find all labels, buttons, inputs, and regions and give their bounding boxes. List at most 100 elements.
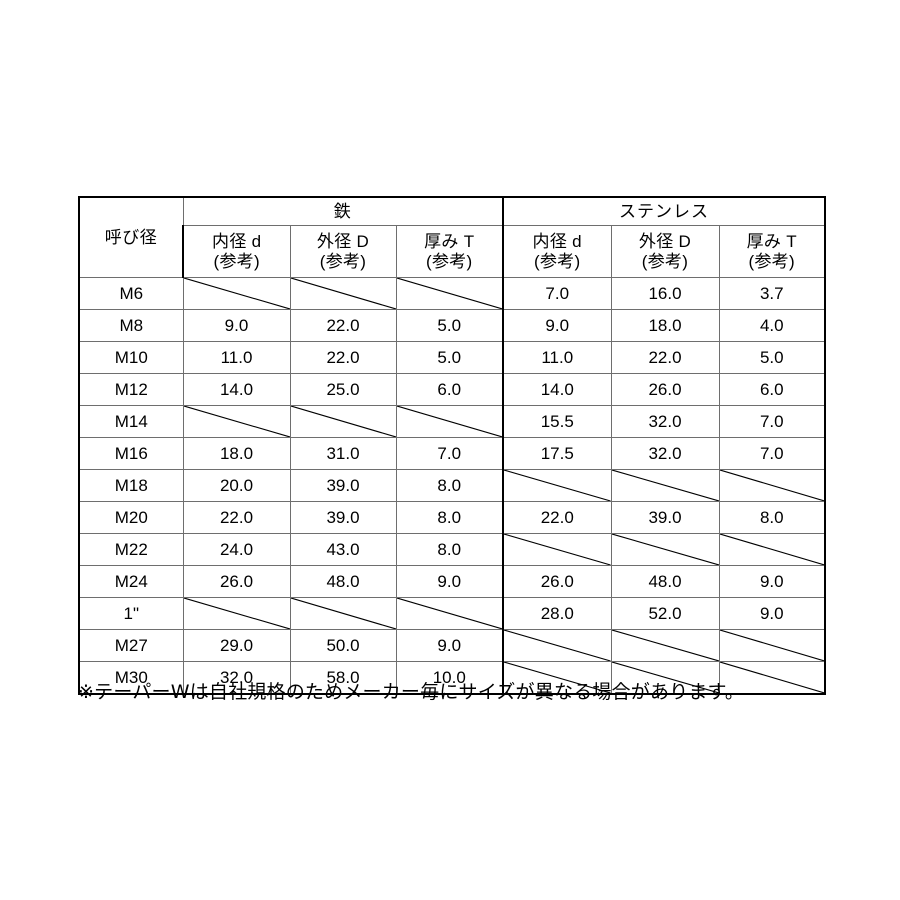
table-row: M14 15.5 32.0 7.0 bbox=[78, 405, 827, 438]
header-label-line2: (参考) bbox=[213, 251, 261, 271]
cell-value: 43.0 bbox=[289, 533, 397, 566]
cell-empty-diagonal bbox=[502, 533, 612, 566]
cell-value: 28.0 bbox=[502, 597, 612, 630]
spec-table-container: 呼び径 鉄 ステンレス 内径 d (参考) 外径 D (参考) 厚み T bbox=[78, 196, 827, 695]
header-label-line1: 外径 D bbox=[316, 232, 370, 252]
cell-empty-diagonal bbox=[502, 469, 612, 502]
row-size-label: M20 bbox=[78, 501, 184, 534]
cell-value: 15.5 bbox=[502, 405, 612, 438]
cell-value: 9.0 bbox=[395, 565, 504, 598]
header-group-iron: 鉄 bbox=[182, 196, 504, 226]
diagonal-strike-icon bbox=[720, 470, 825, 501]
cell-value: 32.0 bbox=[610, 405, 720, 438]
cell-value: 14.0 bbox=[182, 373, 291, 406]
header-label-line1: 外径 D bbox=[638, 232, 692, 252]
header-label-line2: (参考) bbox=[748, 251, 796, 271]
table-row: M24 26.0 48.0 9.0 26.0 48.0 9.0 bbox=[78, 565, 827, 598]
cell-empty-diagonal bbox=[610, 661, 720, 695]
cell-value: 29.0 bbox=[182, 629, 291, 662]
cell-value: 5.0 bbox=[395, 341, 504, 374]
cell-empty-diagonal bbox=[395, 277, 504, 310]
cell-value: 16.0 bbox=[610, 277, 720, 310]
diagonal-strike-icon bbox=[612, 534, 719, 565]
cell-value: 3.7 bbox=[718, 277, 827, 310]
row-size-label: M22 bbox=[78, 533, 184, 566]
cell-value: 18.0 bbox=[182, 437, 291, 470]
cell-value: 7.0 bbox=[718, 405, 827, 438]
cell-value: 8.0 bbox=[395, 501, 504, 534]
diagonal-strike-icon bbox=[184, 598, 290, 629]
table-row: M18 20.0 39.0 8.0 bbox=[78, 469, 827, 502]
row-size-label: M27 bbox=[78, 629, 184, 662]
cell-value: 8.0 bbox=[395, 533, 504, 566]
diagonal-strike-icon bbox=[291, 598, 396, 629]
header-label-line1: 厚み T bbox=[424, 232, 475, 252]
diagonal-strike-icon bbox=[504, 630, 611, 661]
diagonal-strike-icon bbox=[291, 278, 396, 309]
cell-value: 17.5 bbox=[502, 437, 612, 470]
header-stainless-thickness: 厚み T (参考) bbox=[718, 225, 827, 278]
cell-value: 6.0 bbox=[718, 373, 827, 406]
cell-value: 24.0 bbox=[182, 533, 291, 566]
cell-value: 9.0 bbox=[718, 565, 827, 598]
cell-value: 4.0 bbox=[718, 309, 827, 342]
table-row: M16 18.0 31.0 7.0 17.5 32.0 7.0 bbox=[78, 437, 827, 470]
cell-empty-diagonal bbox=[182, 277, 291, 310]
cell-value: 10.0 bbox=[395, 661, 504, 695]
table-body: M6 7.0 16.0 3.7 M8 9.0 22.0 5.0 9.0 18.0 4.0 M10 11.… bbox=[78, 277, 827, 695]
cell-value: 22.0 bbox=[182, 501, 291, 534]
cell-value: 50.0 bbox=[289, 629, 397, 662]
header-size-column: 呼び径 bbox=[78, 196, 184, 278]
cell-value: 32.0 bbox=[610, 437, 720, 470]
cell-empty-diagonal bbox=[610, 533, 720, 566]
table-row: M6 7.0 16.0 3.7 bbox=[78, 277, 827, 310]
cell-value: 26.0 bbox=[182, 565, 291, 598]
diagonal-strike-icon bbox=[184, 278, 290, 309]
diagonal-strike-icon bbox=[612, 470, 719, 501]
cell-empty-diagonal bbox=[182, 405, 291, 438]
row-size-label: M6 bbox=[78, 277, 184, 310]
cell-value: 39.0 bbox=[289, 469, 397, 502]
washer-spec-table: 呼び径 鉄 ステンレス 内径 d (参考) 外径 D (参考) 厚み T bbox=[78, 196, 827, 695]
table-row: M22 24.0 43.0 8.0 bbox=[78, 533, 827, 566]
row-size-label: M12 bbox=[78, 373, 184, 406]
cell-value: 8.0 bbox=[395, 469, 504, 502]
cell-value: 18.0 bbox=[610, 309, 720, 342]
cell-value: 5.0 bbox=[718, 341, 827, 374]
table-head: 呼び径 鉄 ステンレス 内径 d (参考) 外径 D (参考) 厚み T bbox=[78, 196, 827, 278]
cell-value: 9.0 bbox=[395, 629, 504, 662]
cell-value: 9.0 bbox=[502, 309, 612, 342]
row-size-label: M14 bbox=[78, 405, 184, 438]
cell-value: 22.0 bbox=[289, 309, 397, 342]
header-row-group: 呼び径 鉄 ステンレス bbox=[78, 196, 827, 278]
cell-value: 7.0 bbox=[502, 277, 612, 310]
cell-empty-diagonal bbox=[718, 629, 827, 662]
table-row: M12 14.0 25.0 6.0 14.0 26.0 6.0 bbox=[78, 373, 827, 406]
cell-value: 9.0 bbox=[182, 309, 291, 342]
cell-empty-diagonal bbox=[718, 469, 827, 502]
table-row: M10 11.0 22.0 5.0 11.0 22.0 5.0 bbox=[78, 341, 827, 374]
diagonal-strike-icon bbox=[397, 278, 503, 309]
cell-value: 8.0 bbox=[718, 501, 827, 534]
cell-empty-diagonal bbox=[182, 597, 291, 630]
cell-value: 7.0 bbox=[395, 437, 504, 470]
row-size-label: M10 bbox=[78, 341, 184, 374]
cell-value: 26.0 bbox=[610, 373, 720, 406]
row-size-label: M30 bbox=[78, 661, 184, 695]
diagonal-strike-icon bbox=[612, 630, 719, 661]
diagonal-strike-icon bbox=[720, 534, 825, 565]
header-iron-thickness: 厚み T (参考) bbox=[395, 225, 504, 278]
header-stainless-inner-diameter: 内径 d (参考) bbox=[502, 225, 612, 278]
table-row: M20 22.0 39.0 8.0 22.0 39.0 8.0 bbox=[78, 501, 827, 534]
diagonal-strike-icon bbox=[291, 406, 396, 437]
header-row-columns: 内径 d (参考) 外径 D (参考) 厚み T (参考) 内径 d (参考) bbox=[79, 225, 827, 278]
row-size-label: M8 bbox=[78, 309, 184, 342]
cell-empty-diagonal bbox=[395, 597, 504, 630]
table-row: M30 32.0 58.0 10.0 bbox=[78, 661, 827, 695]
cell-value: 6.0 bbox=[395, 373, 504, 406]
cell-empty-diagonal bbox=[289, 597, 397, 630]
header-label-line2: (参考) bbox=[641, 251, 689, 271]
header-label-line2: (参考) bbox=[319, 251, 367, 271]
header-iron-outer-diameter: 外径 D (参考) bbox=[289, 225, 397, 278]
cell-empty-diagonal bbox=[289, 277, 397, 310]
